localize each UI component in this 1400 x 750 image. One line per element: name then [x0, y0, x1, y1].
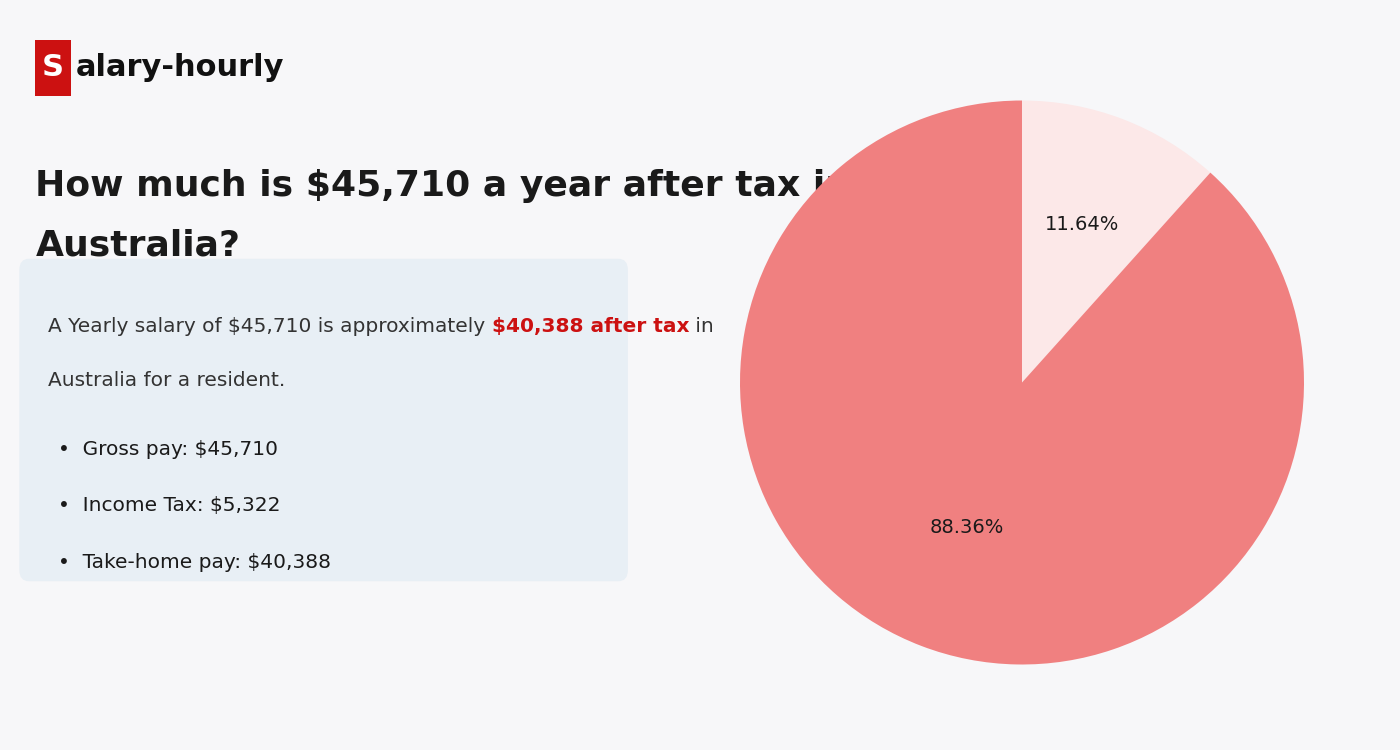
- Text: 11.64%: 11.64%: [1046, 215, 1120, 234]
- Text: in: in: [689, 316, 714, 335]
- FancyBboxPatch shape: [35, 40, 71, 96]
- Text: Australia for a resident.: Australia for a resident.: [48, 370, 286, 389]
- Text: S: S: [42, 53, 64, 82]
- Text: alary-hourly: alary-hourly: [76, 53, 284, 82]
- Text: •  Income Tax: $5,322: • Income Tax: $5,322: [57, 496, 280, 515]
- Text: •  Take-home pay: $40,388: • Take-home pay: $40,388: [57, 553, 330, 572]
- Text: Australia?: Australia?: [35, 229, 241, 262]
- Text: 88.36%: 88.36%: [930, 518, 1004, 537]
- Text: How much is $45,710 a year after tax in: How much is $45,710 a year after tax in: [35, 169, 851, 202]
- Text: A Yearly salary of $45,710 is approximately: A Yearly salary of $45,710 is approximat…: [48, 316, 491, 335]
- FancyBboxPatch shape: [20, 259, 629, 581]
- Wedge shape: [1022, 100, 1211, 382]
- Legend: Income Tax, Take-home Pay: Income Tax, Take-home Pay: [767, 0, 1109, 2]
- Wedge shape: [741, 100, 1303, 664]
- Text: •  Gross pay: $45,710: • Gross pay: $45,710: [57, 440, 279, 459]
- Text: $40,388 after tax: $40,388 after tax: [491, 316, 689, 335]
